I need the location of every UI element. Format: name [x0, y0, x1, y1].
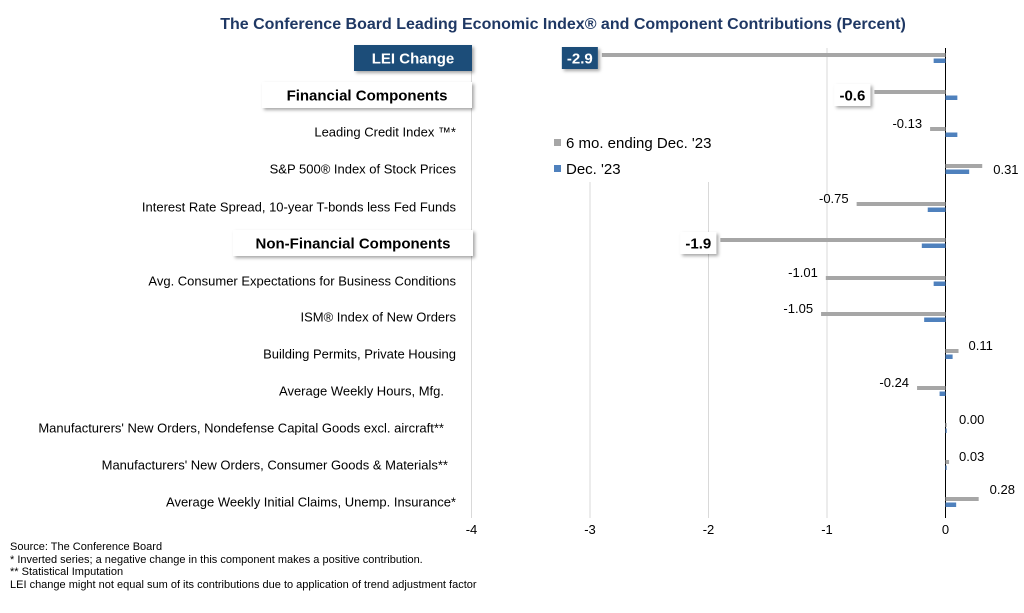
- bar-6-month: [720, 238, 946, 242]
- value-label-box: [561, 47, 598, 69]
- bar-6-month: [945, 349, 959, 353]
- bar-monthly: [921, 243, 946, 248]
- category-label: Manufacturers' New Orders, Nondefense Ca…: [38, 421, 444, 436]
- category-box: [233, 230, 473, 256]
- x-tick-label: -4: [466, 522, 478, 537]
- bar-6-month: [945, 460, 950, 464]
- bar-monthly: [933, 58, 946, 63]
- category-label: Building Permits, Private Housing: [263, 347, 456, 362]
- category-label: Avg. Consumer Expectations for Business …: [148, 274, 456, 289]
- bar-6-month: [601, 53, 946, 57]
- value-label: -0.13: [892, 116, 922, 131]
- value-label: -1.9: [685, 236, 711, 253]
- value-label: 0.31: [993, 162, 1018, 177]
- category-label: Average Weekly Initial Claims, Unemp. In…: [166, 495, 456, 510]
- bar-monthly: [924, 317, 946, 322]
- value-label: -0.75: [819, 191, 849, 206]
- value-label-box: [680, 232, 717, 254]
- category-label: Interest Rate Spread, 10-year T-bonds le…: [142, 200, 457, 215]
- x-tick-label: -1: [821, 522, 833, 537]
- value-label: 0.00: [959, 412, 984, 427]
- x-tick-label: -2: [703, 522, 715, 537]
- bar-monthly: [945, 95, 958, 100]
- bar-6-month: [945, 423, 947, 427]
- legend-swatch: [554, 139, 561, 146]
- bar-6-month: [917, 386, 946, 390]
- footnote-inverted-series: * Inverted series; a negative change in …: [10, 553, 423, 566]
- bar-monthly: [939, 391, 946, 396]
- category-label: Leading Credit Index ™*: [314, 125, 456, 140]
- chart-title: The Conference Board Leading Economic In…: [220, 16, 906, 33]
- bar-6-month: [874, 90, 946, 94]
- bar-monthly: [945, 465, 947, 470]
- x-tick-label: 0: [942, 522, 949, 537]
- value-label: 0.11: [969, 338, 993, 353]
- bar-monthly: [945, 132, 958, 137]
- bar-6-month: [821, 312, 946, 316]
- value-label: -2.9: [567, 51, 593, 68]
- category-label: Manufacturers' New Orders, Consumer Good…: [102, 458, 448, 473]
- bar-monthly: [945, 502, 957, 507]
- x-tick-label: -3: [584, 522, 596, 537]
- bar-monthly: [945, 428, 947, 433]
- legend-entry: 6 mo. ending Dec. '23: [566, 135, 711, 152]
- bar-6-month: [825, 276, 946, 280]
- bar-monthly: [945, 354, 953, 359]
- category-box: [262, 82, 472, 108]
- value-label: 0.03: [959, 449, 984, 464]
- value-label: -1.01: [788, 265, 818, 280]
- footnote-trend-adjustment: LEI change might not equal sum of its co…: [10, 578, 477, 591]
- category-box: [354, 45, 472, 71]
- chart-legend: 6 mo. ending Dec. '23 Dec. '23: [554, 135, 711, 178]
- legend-entry: Dec. '23: [566, 161, 621, 178]
- bar-6-month: [856, 202, 946, 206]
- category-label: Average Weekly Hours, Mfg.: [279, 384, 444, 399]
- bar-6-month: [945, 497, 979, 501]
- category-label: ISM® Index of New Orders: [300, 310, 456, 325]
- footnote-source: Source: The Conference Board: [10, 541, 163, 553]
- value-label: -0.6: [839, 88, 865, 105]
- bar-monthly: [945, 169, 970, 174]
- category-label: Non-Financial Components: [256, 236, 451, 253]
- value-label: 0.28: [990, 482, 1015, 497]
- category-label: LEI Change: [372, 51, 455, 68]
- bar-monthly: [933, 281, 946, 286]
- value-label: -1.05: [783, 301, 813, 316]
- footnote-imputation: ** Statistical Imputation: [10, 566, 124, 578]
- category-label: S&P 500® Index of Stock Prices: [270, 162, 457, 177]
- category-label: Financial Components: [287, 88, 448, 105]
- value-label: -0.24: [879, 375, 909, 390]
- bar-6-month: [930, 127, 946, 131]
- legend-swatch: [554, 165, 561, 172]
- bar-monthly: [927, 207, 946, 212]
- bar-6-month: [945, 164, 983, 168]
- value-label-box: [834, 84, 871, 106]
- footnotes: Source: The Conference Board * Inverted …: [10, 541, 477, 591]
